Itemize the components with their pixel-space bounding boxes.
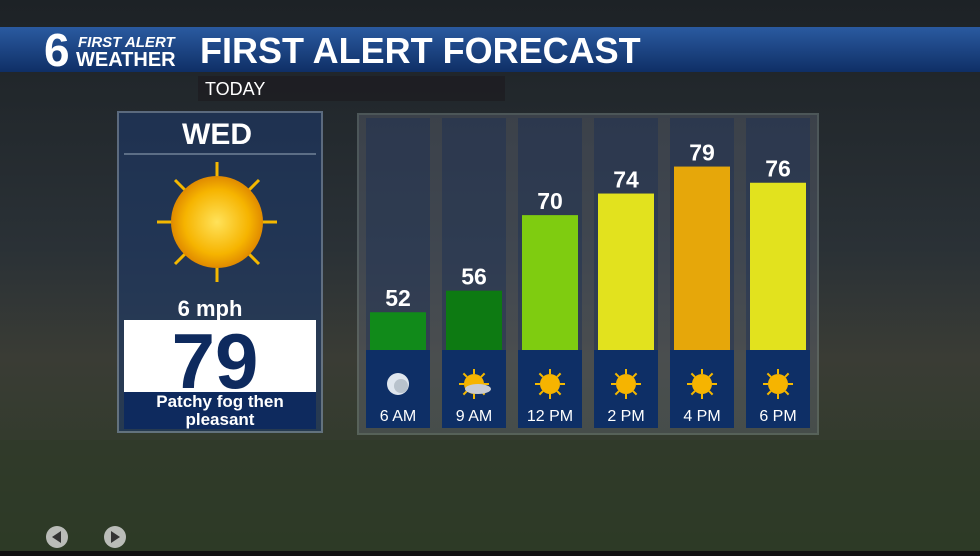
ray (708, 372, 714, 378)
ray (462, 372, 468, 378)
wind: 6 mph (178, 296, 243, 321)
ray (538, 390, 544, 396)
bar-label: 74 (613, 167, 639, 193)
fog (394, 379, 408, 393)
sun-icon (171, 176, 263, 268)
bar-label: 79 (689, 140, 715, 166)
subtitle: TODAY (205, 79, 265, 99)
logo-top: FIRST ALERT (78, 34, 177, 51)
sun-icon (616, 374, 636, 394)
ray (784, 390, 790, 396)
summary: Patchy fog then pleasant (156, 393, 284, 429)
bar-label: 70 (537, 188, 563, 214)
bar (370, 312, 426, 350)
ray (690, 372, 696, 378)
ray (480, 372, 486, 378)
bar (750, 182, 806, 350)
nav (46, 526, 126, 548)
columns: 52 6 AM 56 9 AM 70 12 PM 74 2 PM 79 4 PM 76 6 PM (366, 118, 810, 428)
x-tick-label: 6 AM (380, 408, 416, 425)
header-bar (0, 27, 980, 72)
x-tick-label: 9 AM (456, 408, 492, 425)
summary-wrap: Patchy fog then pleasant (156, 393, 284, 429)
ray (784, 372, 790, 378)
sun-icon (692, 374, 712, 394)
subtitle-bar (198, 76, 505, 101)
ray (614, 390, 620, 396)
x-tick-label: 6 PM (759, 408, 796, 425)
ray (556, 390, 562, 396)
ray (632, 372, 638, 378)
ray (538, 372, 544, 378)
sun-icon (540, 374, 560, 394)
ground (0, 440, 980, 551)
logo-bottom: WEATHER (76, 49, 176, 71)
chart-title: FIRST ALERT FORECAST (200, 30, 641, 71)
ray (556, 372, 562, 378)
bar (598, 193, 654, 350)
x-tick-label: 12 PM (527, 408, 573, 425)
ray (632, 390, 638, 396)
bar (674, 166, 730, 350)
high-box (124, 320, 316, 392)
bar-label: 52 (385, 285, 411, 311)
sun-icon (768, 374, 788, 394)
ray (766, 390, 772, 396)
high-temp: 79 (172, 317, 259, 405)
x-tick-label: 4 PM (683, 408, 720, 425)
day-name: WED (182, 118, 252, 151)
cloud-icon (465, 384, 491, 394)
bar-label: 76 (765, 156, 791, 182)
ray (690, 390, 696, 396)
bar (446, 290, 502, 350)
bar-label: 56 (461, 264, 487, 290)
ray (708, 390, 714, 396)
ray (614, 372, 620, 378)
bar (522, 215, 578, 350)
summary-box (124, 392, 316, 429)
logo-number: 6 (44, 24, 70, 76)
chart-panel (357, 113, 819, 435)
ray (462, 390, 468, 396)
x-tick-label: 2 PM (607, 408, 644, 425)
ray (766, 372, 772, 378)
